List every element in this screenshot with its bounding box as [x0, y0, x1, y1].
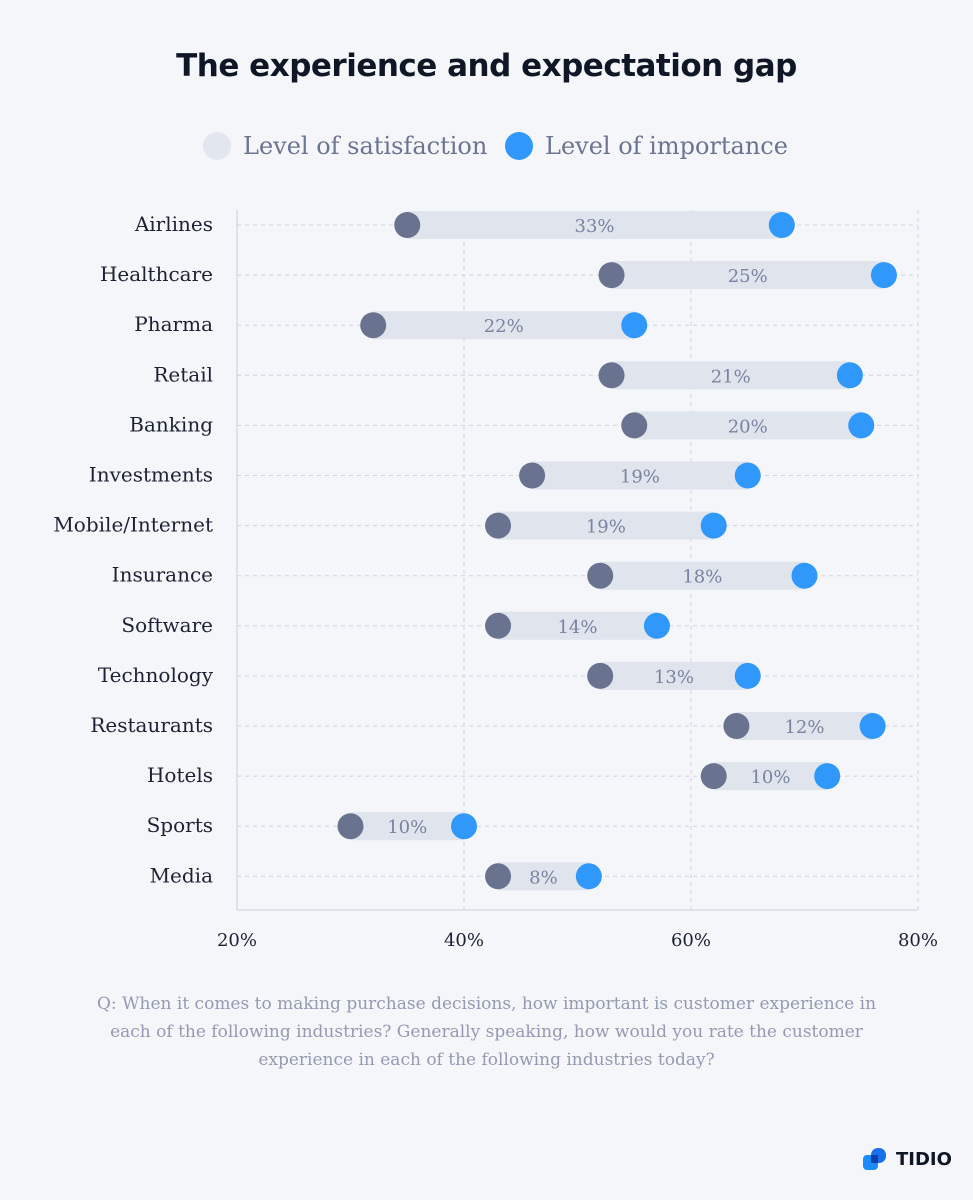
- legend-item-satisfaction: Level of satisfaction: [203, 132, 487, 160]
- category-label: Restaurants: [90, 713, 213, 737]
- category-labels: Airlines Healthcare Pharma Retail Banking Inv…: [53, 212, 213, 887]
- gap-bar: [611, 361, 850, 390]
- gap-value-label: 25%: [728, 266, 768, 287]
- x-tick-label: 80%: [898, 930, 938, 951]
- gap-bar: [634, 411, 862, 440]
- category-label: Technology: [98, 663, 214, 687]
- gap-value-label: 19%: [620, 467, 660, 488]
- satisfaction-dot: [337, 813, 364, 840]
- gap-bar: [611, 261, 884, 290]
- gap-bar: [498, 511, 714, 540]
- gap-value-label: 20%: [728, 416, 768, 437]
- legend-dot-importance: [505, 132, 533, 160]
- gap-value-label: 10%: [387, 817, 427, 838]
- category-label: Hotels: [147, 763, 213, 787]
- gap-bar: [498, 862, 589, 891]
- importance-dot: [859, 713, 886, 739]
- satisfaction-dot: [485, 863, 512, 890]
- legend-dot-satisfaction: [203, 132, 231, 160]
- brand-name: TIDIO: [896, 1148, 952, 1170]
- category-label: Investments: [89, 463, 213, 487]
- importance-dot: [848, 412, 875, 439]
- importance-dot: [734, 462, 761, 489]
- category-label: Software: [121, 613, 213, 637]
- importance-dot: [621, 312, 648, 339]
- satisfaction-dot: [598, 362, 625, 389]
- gap-value-label: 21%: [711, 366, 751, 387]
- importance-dot: [768, 212, 795, 238]
- importance-dot: [814, 763, 841, 790]
- importance-dot: [451, 813, 477, 840]
- gap-bar: [532, 461, 748, 490]
- category-label: Pharma: [134, 312, 213, 336]
- importance-dot: [575, 863, 602, 890]
- satisfaction-dot: [723, 713, 750, 739]
- x-tick-label: 40%: [444, 930, 484, 951]
- category-label: Sports: [147, 813, 213, 837]
- satisfaction-dot: [598, 262, 625, 289]
- satisfaction-dot: [700, 763, 727, 790]
- category-label: Retail: [153, 362, 213, 386]
- survey-question-footnote: Q: When it comes to making purchase deci…: [96, 994, 877, 1070]
- category-label: Healthcare: [100, 262, 213, 286]
- x-tick-label: 60%: [671, 930, 711, 951]
- gap-bar: [407, 211, 782, 239]
- satisfaction-dot: [485, 512, 512, 539]
- importance-dot: [836, 362, 863, 389]
- satisfaction-dot: [587, 662, 614, 689]
- gap-value-label: 13%: [654, 667, 694, 688]
- satisfaction-dot: [621, 412, 648, 439]
- legend-label-satisfaction: Level of satisfaction: [243, 132, 488, 160]
- importance-dot: [791, 562, 818, 589]
- chart-axis: [236, 210, 918, 911]
- chart-title: The experience and expectation gap: [176, 48, 797, 84]
- gap-bar: [350, 812, 464, 841]
- gap-value-label: 22%: [484, 316, 524, 337]
- satisfaction-dot: [519, 462, 546, 489]
- category-label: Airlines: [134, 212, 213, 236]
- importance-dot: [734, 662, 761, 689]
- legend-label-importance: Level of importance: [545, 132, 788, 160]
- gap-value-label: 10%: [750, 767, 790, 788]
- gap-bar: [736, 712, 873, 740]
- chart-legend: Level of satisfaction Level of importanc…: [0, 132, 973, 172]
- gap-value-label: 12%: [784, 717, 824, 738]
- gap-bar: [373, 311, 635, 340]
- chart-grid: [237, 210, 919, 910]
- importance-dot: [870, 262, 897, 289]
- category-label: Media: [150, 863, 214, 887]
- legend-item-importance: Level of importance: [505, 132, 788, 160]
- category-label: Banking: [129, 412, 213, 436]
- gap-value-label: 8%: [529, 867, 558, 888]
- gap-value-label: 33%: [575, 216, 615, 237]
- satisfaction-dot: [485, 612, 512, 639]
- category-label: Mobile/Internet: [53, 513, 213, 537]
- satisfaction-dot: [587, 562, 614, 589]
- gap-value-label: 18%: [682, 567, 722, 588]
- gap-bar: [498, 611, 657, 640]
- satisfaction-dot: [394, 212, 421, 238]
- chart-marks: 33% 25% 22% 21% 20% 19% 19% 18% 14% 13% 12% 10% 10% 8…: [337, 211, 897, 891]
- satisfaction-dot: [360, 312, 387, 339]
- importance-dot: [700, 512, 727, 539]
- gap-value-label: 19%: [586, 517, 626, 538]
- gap-bar: [600, 661, 748, 690]
- gap-bar: [713, 762, 828, 791]
- brand-logo: TIDIO: [862, 1146, 952, 1172]
- category-label: Insurance: [112, 563, 213, 587]
- tidio-logo-icon: [863, 1148, 886, 1170]
- x-tick-labels: 20% 40% 60% 80%: [217, 930, 938, 951]
- x-tick-label: 20%: [217, 930, 257, 951]
- gap-bar: [600, 561, 805, 590]
- gap-value-label: 14%: [557, 617, 597, 638]
- importance-dot: [643, 612, 670, 639]
